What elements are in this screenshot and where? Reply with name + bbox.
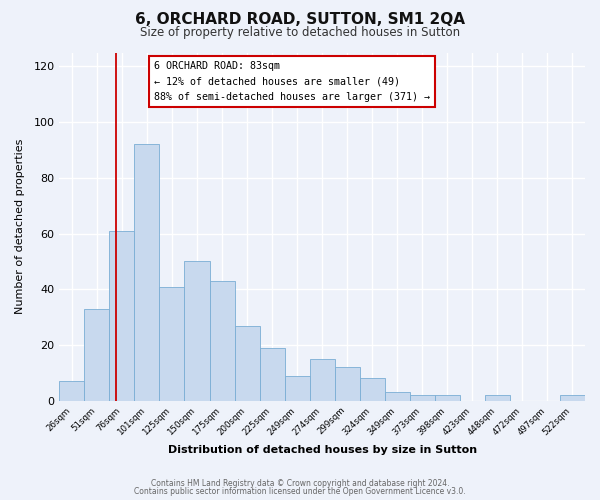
Bar xyxy=(435,395,460,401)
Bar xyxy=(410,395,435,401)
Bar xyxy=(235,326,260,401)
Bar xyxy=(360,378,385,401)
Bar xyxy=(485,395,510,401)
Bar xyxy=(85,309,109,401)
Text: Contains public sector information licensed under the Open Government Licence v3: Contains public sector information licen… xyxy=(134,487,466,496)
Bar xyxy=(160,286,184,401)
Bar xyxy=(209,281,235,401)
Bar xyxy=(59,382,85,401)
Bar xyxy=(109,231,134,401)
Text: 6 ORCHARD ROAD: 83sqm
← 12% of detached houses are smaller (49)
88% of semi-deta: 6 ORCHARD ROAD: 83sqm ← 12% of detached … xyxy=(154,61,430,102)
Bar xyxy=(335,368,360,401)
Bar xyxy=(184,262,209,401)
Text: Contains HM Land Registry data © Crown copyright and database right 2024.: Contains HM Land Registry data © Crown c… xyxy=(151,478,449,488)
Text: 6, ORCHARD ROAD, SUTTON, SM1 2QA: 6, ORCHARD ROAD, SUTTON, SM1 2QA xyxy=(135,12,465,28)
Bar xyxy=(385,392,410,401)
Bar xyxy=(134,144,160,401)
Bar xyxy=(310,359,335,401)
Bar xyxy=(560,395,585,401)
X-axis label: Distribution of detached houses by size in Sutton: Distribution of detached houses by size … xyxy=(167,445,477,455)
Text: Size of property relative to detached houses in Sutton: Size of property relative to detached ho… xyxy=(140,26,460,39)
Bar xyxy=(284,376,310,401)
Y-axis label: Number of detached properties: Number of detached properties xyxy=(15,139,25,314)
Bar xyxy=(260,348,284,401)
